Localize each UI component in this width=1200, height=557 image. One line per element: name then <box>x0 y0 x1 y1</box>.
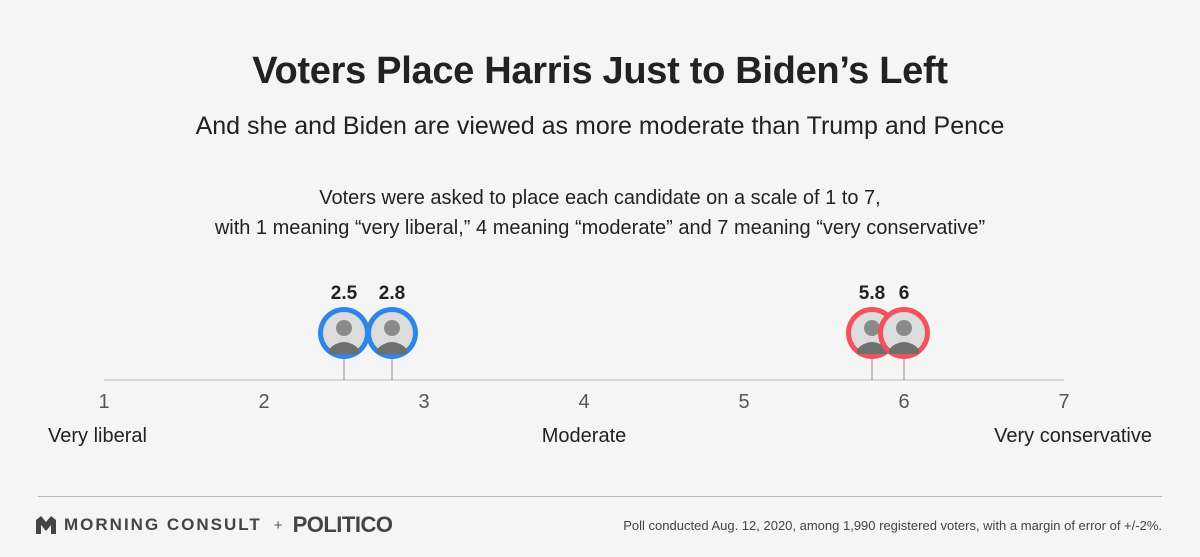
source-note: Poll conducted Aug. 12, 2020, among 1,99… <box>623 518 1162 533</box>
trump-value-label: 5.8 <box>859 283 885 304</box>
pence-portrait-shoulders <box>889 342 919 354</box>
biden-portrait-shoulders <box>377 342 407 354</box>
scale-explanation: Voters were asked to place each candidat… <box>0 183 1200 243</box>
x-tick-label: 3 <box>418 391 429 413</box>
note-line-1: Voters were asked to place each candidat… <box>319 187 881 209</box>
trump-portrait-shoulders <box>857 342 887 354</box>
footer-divider <box>38 496 1162 497</box>
x-tick-label: 5 <box>738 391 749 413</box>
morning-consult-wordmark: MORNING CONSULT <box>64 515 262 534</box>
pence-portrait-head <box>896 320 912 336</box>
morning-consult-logo-icon <box>36 516 56 534</box>
scale-label: Very conservative <box>994 425 1152 447</box>
pence-value-label: 6 <box>899 283 910 304</box>
brand-plus: + <box>273 516 283 534</box>
harris-portrait-shoulders <box>329 342 359 354</box>
x-tick-label: 2 <box>258 391 269 413</box>
x-tick-label: 1 <box>98 391 109 413</box>
ideology-scale-chart: 1 2 3 4 5 6 7 Very liberal Moderate Very conserva… <box>48 283 1152 447</box>
chart-title: Voters Place Harris Just to Biden’s Left <box>252 50 948 92</box>
chart-subtitle: And she and Biden are viewed as more mod… <box>195 112 1005 140</box>
footer-brand: MORNING CONSULT + POLITICO <box>36 512 393 538</box>
trump-portrait-head <box>864 320 880 336</box>
scale-label: Very liberal <box>48 425 147 447</box>
harris-portrait-head <box>336 320 352 336</box>
harris-value-label: 2.5 <box>331 283 358 304</box>
scale-label: Moderate <box>542 425 627 447</box>
x-tick-label: 7 <box>1058 391 1069 413</box>
biden-value-label: 2.8 <box>379 283 405 304</box>
politico-wordmark: POLITICO <box>292 512 393 537</box>
biden-portrait-head <box>384 320 400 336</box>
note-line-2: with 1 meaning “very liberal,” 4 meaning… <box>214 217 986 239</box>
x-tick-label: 4 <box>578 391 589 413</box>
x-tick-label: 6 <box>898 391 909 413</box>
